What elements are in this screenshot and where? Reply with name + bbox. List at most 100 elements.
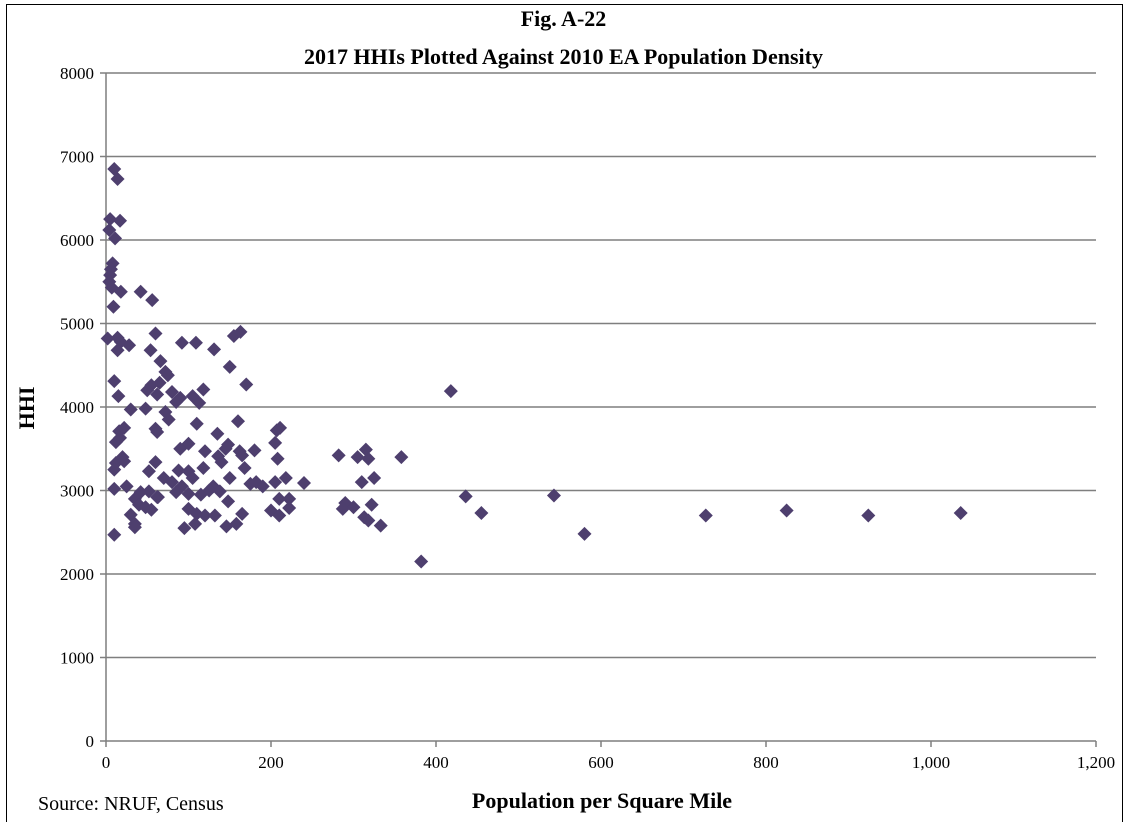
data-point bbox=[138, 401, 153, 416]
data-point bbox=[161, 412, 176, 427]
data-point bbox=[188, 335, 203, 350]
x-tick-label: 0 bbox=[102, 753, 111, 772]
data-point bbox=[169, 394, 184, 409]
x-tick-label: 600 bbox=[588, 753, 614, 772]
data-point bbox=[119, 479, 134, 494]
data-point bbox=[165, 475, 179, 490]
data-point bbox=[113, 284, 128, 299]
data-point bbox=[222, 359, 237, 374]
data-point bbox=[110, 343, 125, 358]
x-tick-labels: 0 200 400 600 800 1,000 1,200 bbox=[102, 753, 1115, 772]
data-point bbox=[698, 508, 713, 523]
data-point bbox=[247, 443, 262, 458]
data-point bbox=[192, 395, 207, 410]
data-point bbox=[546, 488, 561, 503]
data-point bbox=[231, 414, 245, 429]
data-point bbox=[185, 470, 200, 485]
data-point bbox=[229, 516, 244, 531]
data-point bbox=[110, 172, 125, 187]
data-point bbox=[145, 293, 160, 308]
data-point bbox=[198, 508, 212, 523]
data-point bbox=[141, 484, 156, 499]
y-tick-label: 3000 bbox=[60, 482, 94, 501]
data-point bbox=[181, 436, 196, 451]
data-point bbox=[150, 425, 165, 440]
data-point bbox=[474, 506, 489, 521]
data-point bbox=[107, 374, 122, 389]
y-tick-label: 5000 bbox=[60, 315, 94, 334]
data-point bbox=[214, 455, 229, 470]
x-axis-label: Population per Square Mile bbox=[472, 788, 732, 813]
chart-frame bbox=[6, 4, 1123, 822]
data-point bbox=[113, 430, 128, 445]
data-point bbox=[237, 460, 252, 475]
axes bbox=[100, 72, 1097, 747]
y-tick-label: 1000 bbox=[60, 649, 94, 668]
chart-title: Fig. A-22 bbox=[520, 6, 607, 31]
data-points bbox=[100, 162, 968, 569]
data-point bbox=[394, 450, 409, 465]
y-tick-label: 7000 bbox=[60, 148, 94, 167]
data-point bbox=[443, 384, 458, 399]
data-point bbox=[233, 324, 248, 339]
y-tick-label: 0 bbox=[86, 732, 95, 751]
data-point bbox=[350, 450, 365, 465]
y-tick-label: 4000 bbox=[60, 398, 94, 417]
data-point bbox=[282, 501, 297, 516]
data-point bbox=[297, 475, 311, 490]
data-point bbox=[331, 448, 346, 463]
data-point bbox=[117, 454, 132, 469]
data-point bbox=[160, 368, 175, 383]
x-tick-label: 200 bbox=[258, 753, 284, 772]
chart-subtitle: 2017 HHIs Plotted Against 2010 EA Popula… bbox=[304, 44, 823, 69]
data-point bbox=[361, 513, 376, 528]
data-point bbox=[141, 464, 156, 479]
data-point bbox=[282, 491, 297, 506]
data-point bbox=[148, 326, 163, 341]
data-point bbox=[221, 437, 236, 452]
data-point bbox=[354, 475, 369, 490]
data-point bbox=[107, 527, 122, 542]
data-point bbox=[133, 284, 148, 299]
data-point bbox=[373, 518, 388, 533]
data-point bbox=[123, 402, 138, 417]
data-point bbox=[165, 384, 179, 399]
data-point bbox=[107, 481, 122, 496]
data-point bbox=[202, 483, 217, 498]
data-point bbox=[188, 516, 203, 531]
data-point bbox=[108, 231, 123, 246]
y-tick-labels: 0 1000 2000 3000 4000 5000 6000 7000 8000 bbox=[60, 64, 94, 751]
data-point bbox=[153, 354, 168, 369]
data-point bbox=[219, 519, 234, 534]
data-point bbox=[210, 426, 225, 441]
data-point bbox=[414, 554, 429, 569]
data-point bbox=[272, 508, 287, 523]
source-note: Source: NRUF, Census bbox=[38, 793, 224, 815]
data-point bbox=[779, 503, 794, 518]
data-point bbox=[235, 506, 250, 521]
data-point bbox=[239, 377, 254, 392]
gridlines bbox=[106, 72, 1096, 659]
data-point bbox=[143, 343, 158, 358]
data-point bbox=[174, 335, 189, 350]
data-point bbox=[207, 342, 222, 357]
x-tick-label: 400 bbox=[423, 753, 449, 772]
data-point bbox=[861, 508, 876, 523]
data-point bbox=[367, 470, 382, 485]
data-point bbox=[181, 486, 196, 501]
data-point bbox=[117, 420, 132, 435]
data-point bbox=[212, 484, 227, 499]
data-point bbox=[577, 526, 592, 541]
data-point bbox=[278, 470, 293, 485]
data-point bbox=[102, 222, 117, 237]
data-point bbox=[222, 470, 237, 485]
data-point bbox=[127, 520, 142, 535]
data-point bbox=[273, 420, 288, 435]
data-point bbox=[144, 502, 159, 517]
data-point bbox=[169, 485, 184, 500]
data-point bbox=[103, 212, 118, 227]
y-tick-label: 8000 bbox=[60, 64, 94, 83]
data-point bbox=[140, 383, 155, 398]
x-tick-label: 1,200 bbox=[1077, 753, 1115, 772]
data-point bbox=[106, 299, 121, 314]
